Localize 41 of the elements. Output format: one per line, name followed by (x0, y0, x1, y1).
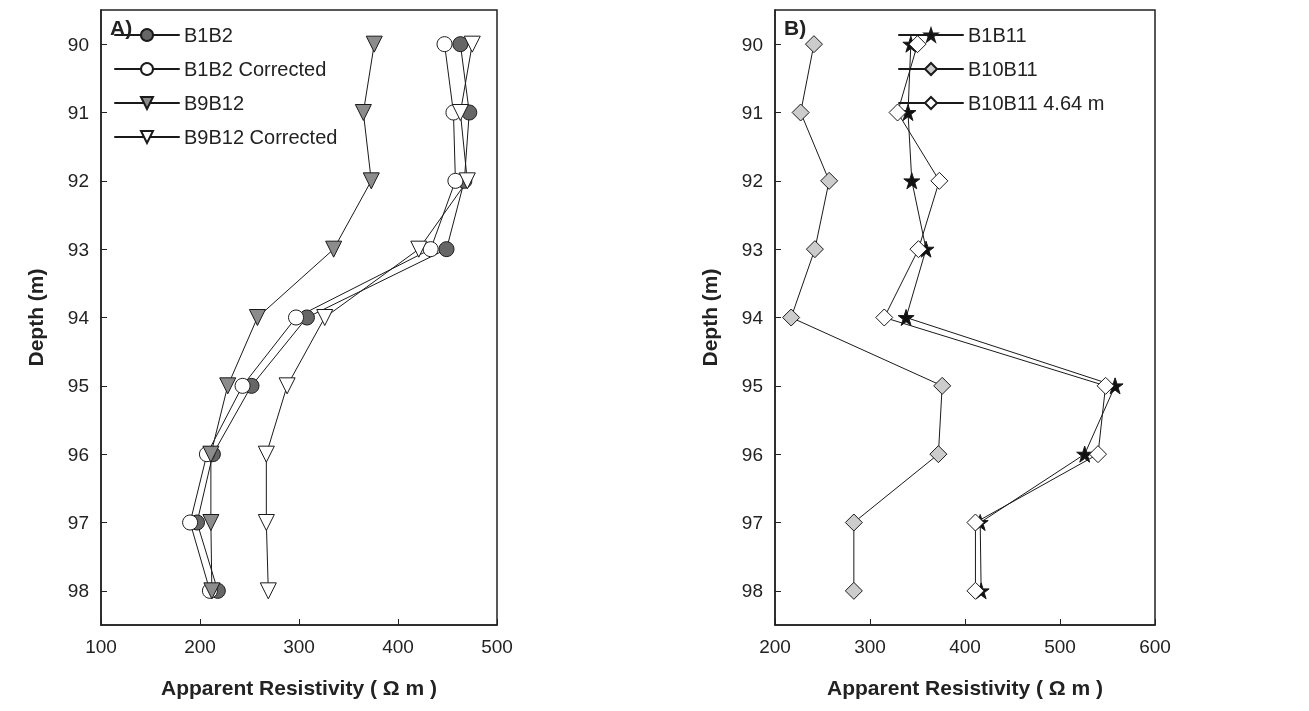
y-tick-label: 95 (741, 375, 763, 397)
legend-label: B9B12 (184, 92, 245, 114)
y-tick-label: 90 (67, 33, 89, 55)
y-tick-label: 90 (741, 33, 763, 55)
x-tick-label: 400 (949, 636, 981, 657)
y-tick-label: 95 (67, 375, 89, 397)
x-tick-label: 500 (481, 636, 513, 657)
chart-title: A) (110, 16, 133, 39)
x-tick-label: 500 (1044, 636, 1076, 657)
x-tick-label: 300 (283, 636, 315, 657)
y-tick-label: 98 (741, 580, 763, 602)
y-tick-label: 93 (67, 238, 89, 260)
x-tick-label: 600 (1139, 636, 1171, 657)
legend-label: B10B11 (968, 58, 1038, 80)
legend-label: B10B11 4.64 m (968, 92, 1105, 114)
chart-title: B) (784, 16, 807, 39)
x-axis-title: Apparent Resistivity ( Ω m ) (161, 676, 437, 699)
y-tick-label: 91 (741, 102, 763, 123)
y-tick-label: 98 (67, 580, 89, 602)
x-tick-label: 300 (854, 636, 886, 657)
y-tick-label: 96 (67, 443, 89, 465)
x-axis-title: Apparent Resistivity ( Ω m ) (827, 676, 1103, 699)
x-tick-label: 200 (759, 636, 791, 657)
legend-label: B1B2 Corrected (184, 58, 327, 80)
y-tick-label: 93 (741, 238, 763, 260)
x-tick-label: 400 (382, 636, 414, 657)
y-tick-label: 94 (67, 307, 90, 328)
x-tick-label: 100 (85, 636, 117, 657)
y-tick-label: 96 (741, 443, 763, 465)
legend-label: B1B2 (184, 24, 233, 46)
y-tick-label: 92 (67, 170, 89, 192)
y-tick-label: 91 (67, 102, 89, 123)
x-tick-label: 200 (184, 636, 216, 657)
y-tick-label: 94 (741, 307, 764, 328)
legend-label: B1B11 (968, 24, 1027, 46)
y-tick-label: 97 (741, 512, 763, 533)
y-tick-label: 97 (67, 512, 89, 533)
y-axis-title: Depth (m) (24, 268, 47, 367)
y-tick-label: 92 (741, 170, 763, 192)
legend-label: B9B12 Corrected (184, 126, 338, 148)
y-axis-title: Depth (m) (698, 268, 721, 367)
